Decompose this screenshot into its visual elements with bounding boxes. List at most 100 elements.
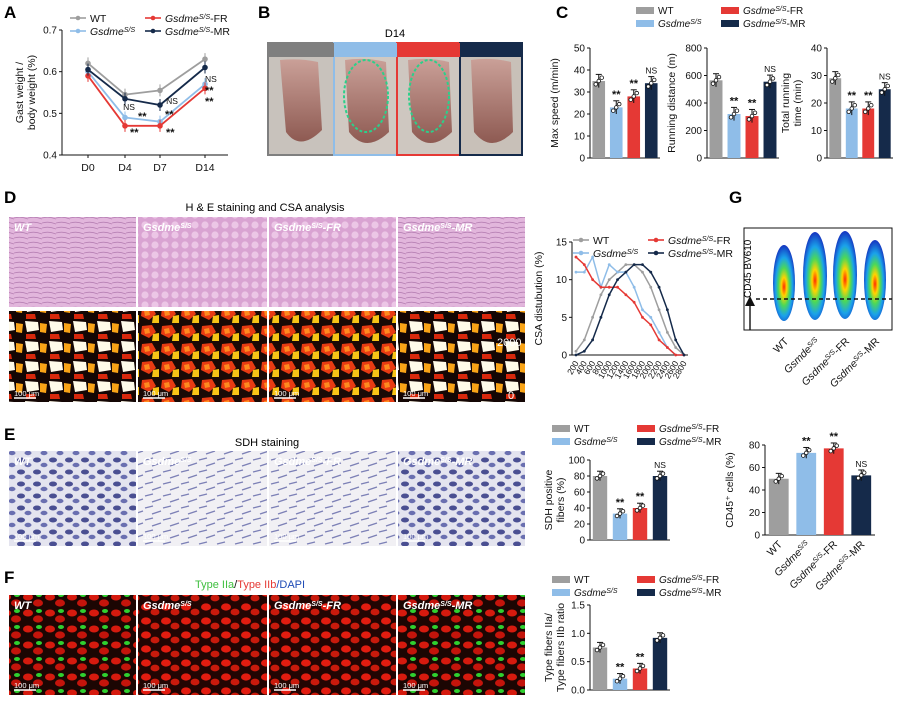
a-point-mr-1 <box>122 95 128 102</box>
c1-point-mr-0 <box>646 84 651 89</box>
c-legend-label-mr-gene: Gsdme <box>743 19 776 30</box>
c3-point-wt-0 <box>830 79 835 84</box>
e-yticklabel-5: 100 <box>568 456 585 467</box>
panel-label-b: B <box>258 3 270 22</box>
c3-point-mr-0 <box>879 90 884 95</box>
f-title: Type IIa/Type IIb/DAPI <box>195 579 305 591</box>
f-img-label-fr-suffix: -FR <box>323 600 341 612</box>
c1-point-wt-1 <box>596 78 601 84</box>
f-scale-text-mr: 100 μm <box>403 681 428 690</box>
f-legend-label-mr: GsdmeS/S-MR <box>659 588 721 600</box>
d-point-fr-3 <box>599 285 603 289</box>
c3-bar-mr <box>878 89 891 158</box>
d-line-wt <box>575 263 685 356</box>
g-flow-wt <box>773 245 795 321</box>
a-ns-d14: NS <box>205 74 217 84</box>
c-legend-label-fr-gene: Gsdme <box>743 6 776 17</box>
c-legend-label-wt: WT <box>658 6 674 17</box>
f-img-mr <box>398 595 525 695</box>
g-bar-wt <box>768 478 789 535</box>
c1-point-wt-2 <box>599 75 604 80</box>
b-muscle-wt <box>280 59 322 142</box>
c2-point-wt-2 <box>716 74 722 80</box>
a-point-mr-2 <box>157 102 163 108</box>
d-point-s-7 <box>632 285 636 289</box>
f-point-mr-1 <box>657 635 663 641</box>
e-legend-label-mr-gene: Gsdme <box>659 437 692 448</box>
f-point-mr-0 <box>654 638 660 643</box>
d-legend-label-fr-sup: S/S <box>702 236 714 243</box>
f-point-fr-1 <box>637 666 643 671</box>
c1-yticklabel-4: 40 <box>574 66 586 77</box>
e-legend-label-s-sup: S/S <box>606 437 618 444</box>
g-yticklabel-3: 60 <box>749 463 761 474</box>
c-legend-label-s-gene: Gsdme <box>658 19 691 30</box>
f-legend-label-wt: WT <box>574 575 590 586</box>
g-point-mr-1 <box>859 473 864 478</box>
a-legend-marker-mr <box>150 28 156 34</box>
d-he-label-wt-text: WT <box>14 222 32 234</box>
d-point-mr-8 <box>641 263 644 266</box>
g-flow-axis: CD45 BV610 <box>743 239 754 298</box>
c-legend-label-mr-suffix: -MR <box>787 19 806 30</box>
d-point-mr-3 <box>599 315 603 319</box>
g-sig-s: ** <box>802 435 811 447</box>
c3-point-mr-1 <box>882 87 887 92</box>
a-point-fr-0 <box>85 73 91 79</box>
c3-sig-mr: NS <box>879 72 891 82</box>
d-heat-max: 2000 <box>497 337 521 349</box>
f-scale-text-s: 100 μm <box>143 681 168 690</box>
f-point-wt-2 <box>600 642 606 648</box>
d-he-label-mr: GsdmeS/S-MR <box>403 222 472 234</box>
d-point-wt-3 <box>599 293 603 297</box>
g-point-wt-1 <box>776 476 781 481</box>
f-ylabel-2: Type fibers IIb ratio <box>555 603 567 692</box>
f-sig-s: ** <box>616 662 625 674</box>
a-legend-label-s: GsdmeS/S <box>90 26 135 38</box>
a-yticklabel-2: 0.6 <box>43 67 57 78</box>
c1-point-fr-2 <box>634 90 639 96</box>
c-legend-label-mr-sup: S/S <box>775 19 787 26</box>
c3-point-fr-2 <box>869 102 874 108</box>
c2-bar-s <box>727 114 741 158</box>
f-img-wt <box>9 595 136 695</box>
c3-sig-s: ** <box>847 90 856 102</box>
e-legend-swatch-fr <box>637 425 655 432</box>
a-legend-label-wt: WT <box>90 13 107 25</box>
d-point-s-4 <box>607 263 611 266</box>
c3-sig-fr: ** <box>864 90 873 102</box>
c1-bar-fr <box>627 96 641 158</box>
f-img-label-s: GsdmeS/S <box>143 600 192 612</box>
e-img-label-s-sup: S/S <box>180 457 192 464</box>
d-point-fr-8 <box>641 315 644 319</box>
a-sig-d7-b: ** <box>166 127 175 139</box>
g-xlabel-wt: WT <box>765 538 785 558</box>
d-scale-text-fr: 100 μm <box>274 389 299 398</box>
a-legend-label-s-gene: Gsdme <box>90 26 124 38</box>
e-point-fr-2 <box>640 503 646 508</box>
a-sig-d14-b: ** <box>205 96 214 108</box>
panel-d-images: H & E staining and CSA analysis 2000 0 <box>9 202 525 402</box>
f-yticklabel-1: 0.5 <box>571 657 585 668</box>
d-point-wt-6 <box>624 263 628 266</box>
d-yticklabel-1: 5 <box>561 313 567 324</box>
a-xticklabel-1: D4 <box>118 162 132 174</box>
a-legend-marker-s <box>75 28 81 34</box>
e-img-label-fr: GsdmeS/S-FR <box>274 456 341 468</box>
d-he-label-s: GsdmeS/S <box>143 222 192 234</box>
c1-ylabel: Max speed (m/min) <box>549 58 561 148</box>
d-legend-marker-wt <box>578 237 584 243</box>
c-legend-label-s-sup: S/S <box>690 19 702 26</box>
a-sig-d4-b: ** <box>130 127 139 139</box>
c1-bar-wt <box>592 81 606 158</box>
g-xlabel-mr: GsdmeS/S-MR <box>813 538 868 593</box>
a-yticklabel-3: 0.7 <box>43 26 57 37</box>
c2-point-fr-1 <box>749 113 755 119</box>
e-point-mr-1 <box>657 473 663 479</box>
d-point-fr-12 <box>674 353 678 357</box>
d-point-mr-2 <box>591 338 595 342</box>
d-point-s-9 <box>649 315 653 319</box>
e-sig-fr: ** <box>636 491 645 503</box>
c-legend-label-fr: GsdmeS/S-FR <box>743 6 803 18</box>
